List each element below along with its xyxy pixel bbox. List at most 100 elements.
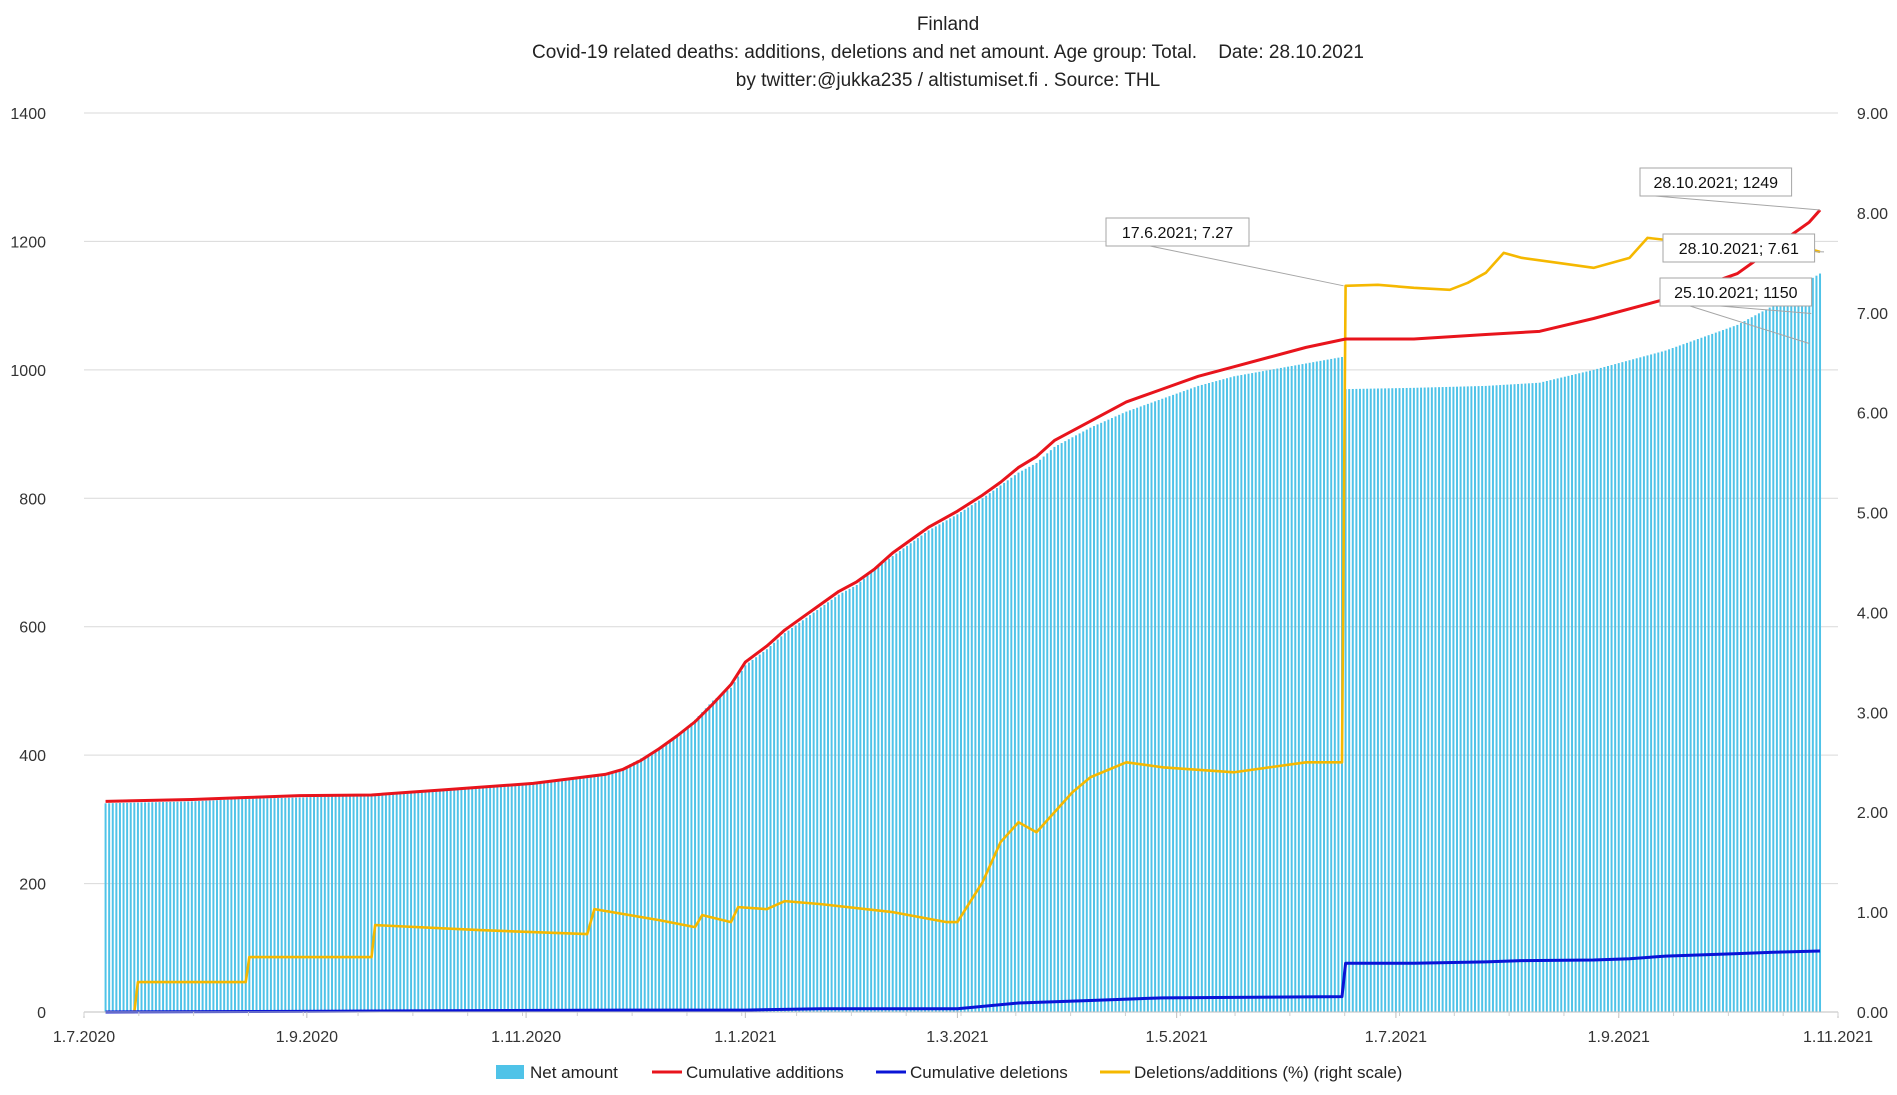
net-amount-bar bbox=[895, 553, 898, 1012]
net-amount-bar bbox=[1412, 387, 1415, 1013]
net-amount-bar bbox=[1093, 426, 1095, 1012]
net-amount-bar bbox=[701, 712, 704, 1012]
net-amount-bar bbox=[960, 512, 962, 1012]
net-amount-bar bbox=[981, 498, 984, 1012]
net-amount-bar bbox=[244, 798, 247, 1012]
net-amount-bar bbox=[1610, 365, 1613, 1012]
net-amount-bar bbox=[607, 774, 610, 1012]
net-amount-bar bbox=[259, 798, 262, 1012]
net-amount-bar bbox=[629, 764, 632, 1012]
net-amount-bar bbox=[600, 776, 603, 1012]
net-amount-bar bbox=[1229, 377, 1232, 1012]
net-amount-bar bbox=[938, 524, 941, 1012]
net-amount-bar bbox=[1179, 392, 1182, 1013]
net-amount-bar bbox=[1599, 367, 1602, 1012]
net-amount-bar bbox=[492, 786, 495, 1012]
net-amount-bar bbox=[1477, 386, 1480, 1013]
net-amount-bar bbox=[438, 790, 441, 1012]
net-amount-bar bbox=[668, 741, 671, 1012]
net-amount-bar bbox=[1057, 444, 1060, 1012]
net-amount-bar bbox=[1783, 297, 1786, 1012]
net-amount-bar bbox=[1366, 388, 1369, 1013]
net-amount-bar bbox=[1150, 402, 1153, 1012]
net-amount-bar bbox=[1585, 371, 1588, 1012]
net-amount-bar bbox=[686, 726, 689, 1012]
net-amount-bar bbox=[729, 687, 732, 1012]
x-tick-label: 1.5.2021 bbox=[1146, 1029, 1208, 1046]
net-amount-bar bbox=[1517, 383, 1520, 1013]
net-amount-bar bbox=[744, 665, 747, 1012]
net-amount-bar bbox=[118, 802, 121, 1012]
net-amount-bar bbox=[931, 528, 934, 1012]
y-left-tick-label: 1200 bbox=[10, 234, 46, 251]
net-amount-bar bbox=[1240, 374, 1243, 1012]
net-amount-bar bbox=[136, 802, 139, 1012]
callout-label: 17.6.2021; 7.27 bbox=[1122, 225, 1233, 242]
net-amount-bar bbox=[1082, 431, 1085, 1012]
net-amount-bar bbox=[1279, 367, 1282, 1012]
net-amount-bar bbox=[884, 561, 887, 1012]
net-amount-bar bbox=[1459, 386, 1462, 1013]
callout-leader bbox=[1719, 305, 1812, 315]
net-amount-bar bbox=[1143, 405, 1146, 1012]
net-amount-bar bbox=[1297, 364, 1300, 1013]
net-amount-bar bbox=[377, 794, 380, 1012]
net-amount-bar bbox=[510, 785, 513, 1012]
net-amount-bar bbox=[1125, 411, 1128, 1013]
y-left-tick-label: 1400 bbox=[10, 106, 46, 123]
net-amount-bar bbox=[1154, 401, 1157, 1012]
net-amount-bar bbox=[460, 788, 463, 1012]
net-amount-bar bbox=[970, 505, 973, 1012]
net-amount-bar bbox=[1085, 429, 1088, 1013]
net-amount-bar bbox=[1506, 384, 1509, 1012]
net-amount-bar bbox=[765, 649, 768, 1012]
net-amount-bar bbox=[747, 662, 750, 1012]
net-amount-bar bbox=[1445, 386, 1448, 1013]
net-amount-bar bbox=[1434, 387, 1437, 1012]
net-amount-bar bbox=[1765, 309, 1768, 1012]
net-amount-bar bbox=[287, 797, 290, 1012]
net-amount-bar bbox=[1646, 355, 1649, 1012]
net-amount-bar bbox=[1420, 387, 1423, 1012]
net-amount-bar bbox=[1671, 348, 1674, 1012]
net-amount-bar bbox=[1258, 371, 1261, 1012]
net-amount-bar bbox=[1010, 477, 1013, 1012]
net-amount-bar bbox=[251, 798, 254, 1012]
y-axis-left-ticks: 0 200 400 600 800 1000 1200 1400 bbox=[10, 106, 46, 1022]
net-amount-bar bbox=[280, 797, 283, 1012]
net-amount-bar bbox=[1236, 375, 1239, 1012]
net-amount-bar bbox=[726, 690, 729, 1012]
net-amount-bar bbox=[697, 715, 700, 1012]
net-amount-bar bbox=[769, 645, 772, 1012]
net-amount-bar bbox=[934, 526, 937, 1012]
net-amount-bar bbox=[1542, 381, 1545, 1013]
net-amount-bar bbox=[1103, 421, 1106, 1013]
net-amount-bar bbox=[108, 803, 111, 1012]
net-amount-bar bbox=[1535, 382, 1538, 1012]
y-left-tick-label: 0 bbox=[37, 1005, 46, 1022]
net-amount-bar bbox=[1438, 387, 1441, 1012]
net-amount-bar bbox=[417, 791, 420, 1012]
net-amount-bar bbox=[331, 796, 333, 1012]
net-amount-bar bbox=[1513, 384, 1516, 1012]
net-amount-bar bbox=[1323, 360, 1326, 1013]
net-amount-bar bbox=[503, 785, 506, 1012]
net-amount-bar bbox=[1190, 388, 1193, 1013]
net-amount-bar bbox=[485, 786, 488, 1012]
net-amount-bar bbox=[906, 545, 909, 1012]
net-amount-bar bbox=[1502, 384, 1505, 1013]
net-amount-bar bbox=[370, 794, 373, 1012]
callout-label: 25.10.2021; 1150 bbox=[1674, 285, 1797, 302]
net-amount-bar bbox=[269, 798, 272, 1012]
net-amount-bar bbox=[1416, 387, 1419, 1012]
net-amount-bar bbox=[1031, 464, 1034, 1012]
net-amount-bar bbox=[643, 756, 646, 1012]
net-amount-bar bbox=[1815, 275, 1818, 1012]
annotations: 17.6.2021; 7.27 28.10.2021; 1249 28.10.202… bbox=[1105, 167, 1825, 345]
net-amount-bar bbox=[1348, 389, 1351, 1012]
net-amount-bar bbox=[676, 735, 679, 1012]
net-amount-bar bbox=[1287, 366, 1290, 1012]
net-amount-bar bbox=[1664, 350, 1667, 1013]
x-tick-label: 1.1.2021 bbox=[714, 1029, 776, 1046]
